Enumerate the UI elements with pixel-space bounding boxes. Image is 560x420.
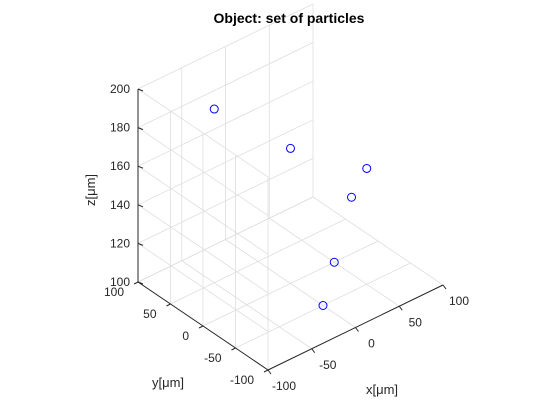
z-tick-label: 200 xyxy=(110,82,130,96)
data-point xyxy=(329,257,339,267)
z-tick-label: 180 xyxy=(110,121,130,135)
grid-line xyxy=(137,42,314,128)
tick-labels: -100-50050100-100-5005010010012014016018… xyxy=(104,82,469,393)
z-tick-label: 120 xyxy=(110,236,130,250)
x-tick-label: 0 xyxy=(368,337,375,351)
axes-box xyxy=(133,88,447,375)
y-tick-label: 100 xyxy=(104,285,124,299)
grid-line xyxy=(137,204,269,294)
grid-line xyxy=(137,158,314,244)
grid-line xyxy=(170,218,346,305)
z-tick-mark xyxy=(137,204,144,208)
y-tick-label: -100 xyxy=(230,373,254,387)
z-tick-mark xyxy=(137,165,144,169)
z-tick-label: 100 xyxy=(110,275,130,289)
z-tick-mark xyxy=(137,281,144,285)
grid-line xyxy=(137,88,269,178)
y-axis-label: y[μm] xyxy=(152,375,184,390)
grid-line xyxy=(137,80,314,167)
x-axis-label: x[μm] xyxy=(366,382,398,397)
grid-line xyxy=(202,240,379,327)
data-point xyxy=(318,301,328,310)
data-point xyxy=(362,163,372,173)
data-points xyxy=(209,104,372,310)
grid-line xyxy=(137,119,314,206)
data-point xyxy=(209,104,219,114)
x-tick-label: 50 xyxy=(409,315,423,329)
x-tick-mark xyxy=(398,305,403,311)
y-tick-mark xyxy=(231,347,236,351)
x-tick-label: -100 xyxy=(272,379,296,393)
x-tick-mark xyxy=(311,348,316,354)
y-tick-label: 50 xyxy=(143,307,157,321)
y-tick-mark xyxy=(166,303,171,307)
y-tick-label: -50 xyxy=(204,351,222,365)
y-tick-mark xyxy=(133,281,139,285)
z-tick-label: 160 xyxy=(110,159,130,173)
data-point xyxy=(286,143,295,153)
data-point xyxy=(347,192,356,202)
grid-line xyxy=(137,127,269,216)
y-tick-mark xyxy=(263,369,269,373)
x-tick-mark xyxy=(267,369,272,375)
grid-line xyxy=(137,243,269,332)
grid-line xyxy=(137,3,314,90)
grid-line xyxy=(137,196,314,283)
y-tick-label: 0 xyxy=(182,329,189,343)
x-tick-label: -50 xyxy=(319,358,337,372)
grid-line xyxy=(137,165,269,255)
x-tick-label: 100 xyxy=(449,294,469,308)
z-tick-mark xyxy=(137,127,144,131)
chart-title: Object: set of particles xyxy=(214,10,365,26)
grid-line xyxy=(235,262,411,349)
x-tick-mark xyxy=(355,327,359,332)
z-tick-label: 140 xyxy=(110,198,130,212)
z-tick-mark xyxy=(137,242,144,246)
x-tick-mark xyxy=(442,284,447,290)
z-tick-mark xyxy=(137,88,144,92)
y-tick-mark xyxy=(198,325,204,329)
z-axis-label: z[μm] xyxy=(83,174,98,206)
